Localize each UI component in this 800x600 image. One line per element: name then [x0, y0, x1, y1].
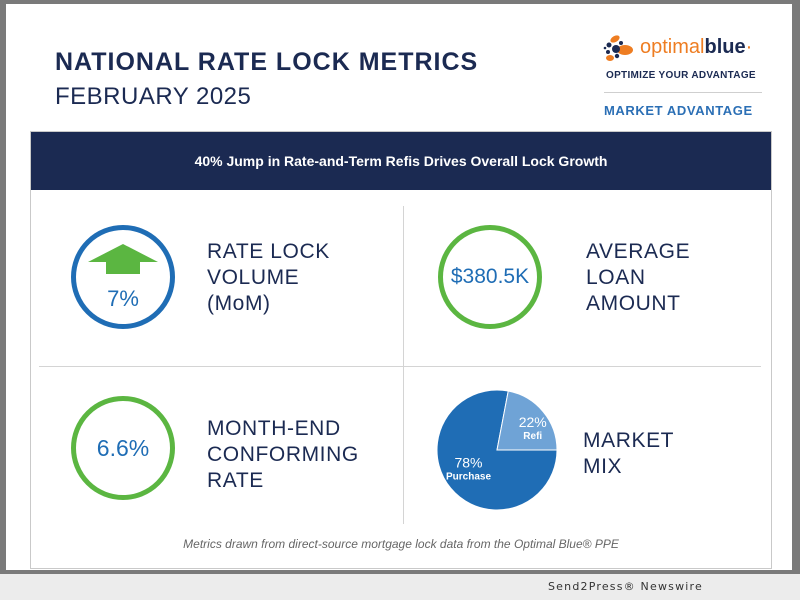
optimal-blue-logo: optimalblue·	[602, 34, 772, 64]
metric-value: $380.5K	[450, 265, 530, 288]
brand-tagline: OPTIMIZE YOUR ADVANTAGE	[606, 70, 756, 81]
metric-label: MONTH-END CONFORMING RATE	[207, 417, 359, 492]
up-arrow-icon	[88, 244, 158, 274]
metric-label: MARKET MIX	[583, 429, 675, 478]
newswire-credit: Send2Press® Newswire	[548, 580, 703, 593]
metric-circle: 6.6%	[71, 396, 175, 500]
horizontal-divider	[39, 366, 761, 367]
page-title: NATIONAL RATE LOCK METRICS	[55, 48, 479, 76]
metric-circle: 7%	[71, 225, 175, 329]
footnote: Metrics drawn from direct-source mortgag…	[183, 537, 619, 551]
divider	[604, 92, 762, 93]
pie-slice-purchase	[436, 389, 558, 511]
metrics-panel: 40% Jump in Rate-and-Term Refis Drives O…	[30, 131, 772, 569]
vertical-divider	[403, 206, 404, 524]
pie-value-label: 78%	[454, 454, 482, 470]
pie-value-label: 22%	[519, 414, 547, 430]
pie-slice-refi	[496, 390, 558, 451]
page-subtitle: FEBRUARY 2025	[55, 83, 252, 110]
market-mix-pie-chart: 78%Purchase 22%Refi	[436, 389, 558, 511]
logo-wordmark: optimalblue·	[640, 36, 753, 58]
logo-burst-icon	[603, 35, 633, 61]
pie-category-label: Refi	[523, 431, 542, 442]
metric-value: 7%	[107, 286, 139, 311]
section-label: MARKET ADVANTAGE	[604, 103, 753, 118]
headline-banner: 40% Jump in Rate-and-Term Refis Drives O…	[31, 132, 771, 190]
metric-value: 6.6%	[96, 434, 150, 461]
headline-text: 40% Jump in Rate-and-Term Refis Drives O…	[194, 153, 608, 169]
metric-label: RATE LOCK VOLUME (MoM)	[207, 240, 330, 315]
pie-category-label: Purchase	[446, 471, 491, 482]
metric-circle: $380.5K	[438, 225, 542, 329]
metric-label: AVERAGE LOAN AMOUNT	[586, 240, 691, 315]
